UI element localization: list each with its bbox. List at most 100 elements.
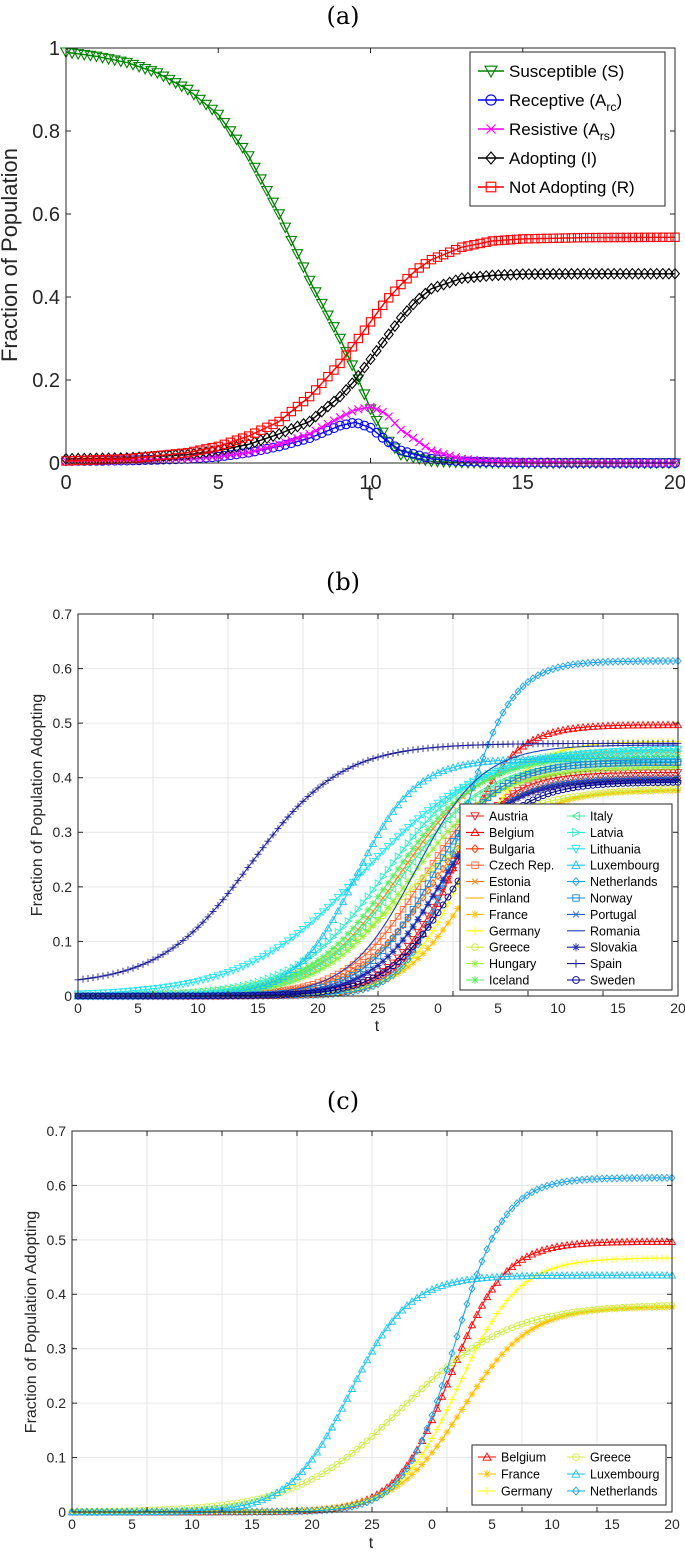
chart-c-point-belgium-97 [552,1242,562,1250]
chart-b-point-slovakia-74 [444,868,452,876]
chart-a-point-resistive-a-rs-60 [427,446,436,455]
chart-b-point-lithuania-97 [558,753,568,761]
chart-c-point-france-101 [573,1309,581,1317]
chart-c-point-france-78 [458,1405,466,1413]
chart-b-point-sweden-70 [424,923,432,931]
chart-b-point-luxembourg-68 [413,780,423,789]
chart-b-point-belgium-106 [603,721,613,730]
chart-c-point-netherlands-10 [118,1507,126,1517]
chart-b-legend-label-czech-rep: Czech Rep. [489,859,554,873]
chart-b-point-spain-70 [424,744,432,752]
chart-b-point-france-106 [604,789,612,797]
chart-a-point-not-adopting-r-11 [128,453,138,463]
chart-c-point-luxembourg-75 [442,1279,452,1288]
chart-b-point-france-76 [454,904,462,912]
chart-b-point-norway-98 [564,762,572,770]
chart-b-point-spain-2 [84,974,92,982]
chart-b-point-slovakia-109 [619,777,627,785]
chart-c-point-luxembourg-113 [632,1270,642,1279]
chart-b-point-lithuania-11 [128,987,138,996]
chart-c-point-luxembourg-82 [477,1273,487,1282]
chart-c-point-netherlands-17 [153,1507,161,1517]
chart-c-point-netherlands-1 [73,1507,81,1517]
chart-b-point-italy-53 [338,943,347,952]
chart-b-point-luxembourg-85 [498,755,508,764]
chart-b-point-latvia-59 [369,885,378,895]
chart-c-point-luxembourg-111 [622,1270,632,1279]
chart-c-point-france-95 [543,1318,551,1326]
chart-b-point-luxembourg-46 [303,951,313,959]
chart-b-point-luxembourg-113 [638,754,648,762]
chart-b-point-sweden-52 [334,985,342,993]
chart-c-point-belgium-102 [577,1239,587,1247]
chart-c-point-greece-118 [658,1302,666,1310]
chart-b-legend-marker-estonia [471,878,479,885]
chart-b-point-spain-31 [229,883,237,891]
chart-a-point-susceptible-s-40 [303,275,316,287]
chart-c-point-greece-50 [318,1470,326,1478]
chart-b-point-slovakia-112 [634,777,642,785]
chart-c-point-greece-34 [238,1498,246,1506]
chart-c-point-germany-88 [508,1291,516,1299]
chart-b-point-sweden-50 [324,987,332,995]
chart-c-point-luxembourg-114 [637,1270,647,1279]
chart-c-point-greece-65 [393,1409,401,1417]
chart-b-point-italy-44 [293,972,302,981]
chart-a-xtick-label-1: 5 [213,472,224,494]
chart-b-point-lithuania-52 [333,894,343,902]
chart-a-point-not-adopting-r-24 [207,442,217,453]
chart-b-point-norway-64 [394,928,402,936]
chart-a-point-receptive-a-rc-62 [438,454,449,465]
chart-b-point-norway-103 [589,760,597,768]
chart-b-point-spain-57 [359,758,367,766]
chart-b-point-iceland-110 [624,753,632,761]
chart-a-point-not-adopting-r-67 [469,240,479,250]
chart-b-point-lithuania-67 [408,819,418,828]
chart-b-point-sweden-54 [344,983,352,991]
chart-b-point-netherlands-119 [669,656,677,666]
chart-b-point-germany-71 [429,927,437,935]
chart-c-point-france-103 [583,1308,591,1316]
chart-b-legend-marker-norway [572,894,580,902]
chart-c-point-luxembourg-116 [647,1270,657,1279]
chart-b-point-italy-68 [413,850,422,860]
chart-c-point-luxembourg-16 [147,1507,157,1515]
chart-c-point-france-116 [648,1303,656,1311]
chart-b-point-netherlands-113 [639,656,647,666]
chart-c-legend-marker-france [483,1470,491,1478]
chart-a-point-not-adopting-r-6 [97,454,108,465]
chart-c-point-greece-109 [613,1304,621,1312]
chart-b-point-netherlands-64 [394,966,402,975]
chart-b-point-czech-rep-58 [364,948,372,956]
chart-b-point-lithuania-63 [388,838,398,846]
chart-b-point-lithuania-30 [223,969,233,977]
chart-c-point-luxembourg-78 [457,1276,467,1284]
chart-b-point-iceland-74 [444,804,452,812]
chart-c-point-luxembourg-95 [542,1271,552,1279]
chart-b-point-greece-100 [574,792,582,800]
chart-b-point-hungary-66 [404,877,412,885]
chart-c-point-netherlands-90 [518,1194,526,1204]
chart-c-point-netherlands-111 [623,1173,631,1183]
chart-c-point-germany-72 [428,1435,436,1443]
chart-a-point-not-adopting-r-95 [639,232,650,243]
chart-b-point-france-96 [554,799,562,807]
chart-a-point-susceptible-s-15 [151,68,164,80]
chart-b-point-austria-89 [518,784,528,793]
chart-b-point-greece-113 [639,786,647,794]
chart-b-point-hungary-119 [669,763,677,771]
chart-b-point-italy-58 [363,916,372,926]
chart-b-point-lithuania-62 [383,843,393,851]
chart-b-point-france-72 [434,933,442,941]
chart-c-point-belgium-116 [647,1237,657,1245]
chart-c-point-france-88 [508,1340,516,1348]
chart-b-legend-item-hungary: Hungary [466,957,537,971]
chart-c-point-france-76 [448,1421,456,1429]
chart-b-point-lithuania-83 [488,769,498,778]
chart-b-legend-marker-bulgaria [471,844,479,854]
chart-c-point-netherlands-109 [613,1174,621,1183]
chart-b-point-spain-16 [154,953,162,961]
chart-b-point-lithuania-28 [213,972,223,981]
